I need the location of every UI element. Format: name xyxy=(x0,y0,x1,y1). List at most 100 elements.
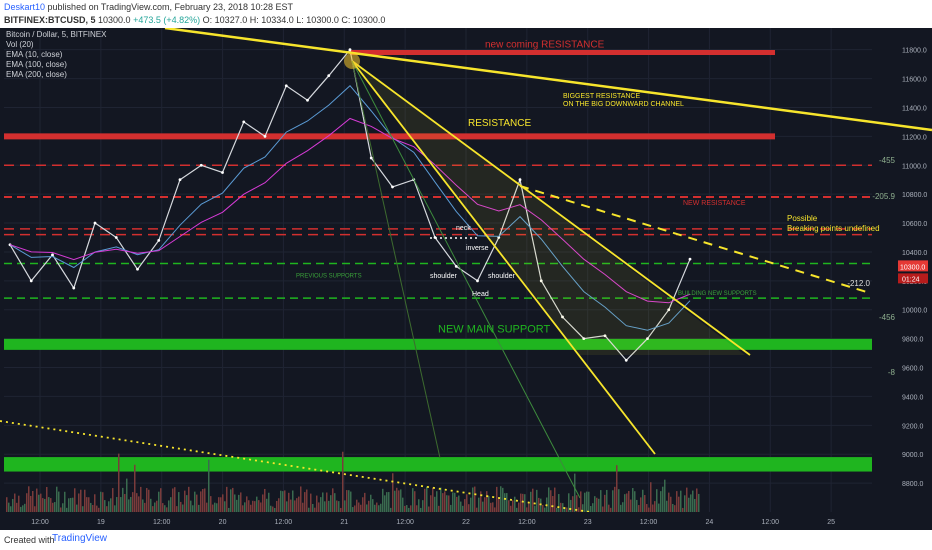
time-tick-label: 19 xyxy=(97,519,105,526)
volume-bar xyxy=(210,496,212,512)
price-point xyxy=(284,84,288,88)
time-tick-label: 12:00 xyxy=(275,519,293,526)
volume-bar xyxy=(12,498,14,512)
volume-bar xyxy=(644,495,646,512)
volume-bar xyxy=(354,505,356,512)
volume-bar xyxy=(84,489,86,512)
volume-bar xyxy=(32,490,34,512)
price-tick-label: 10000.0 xyxy=(902,308,927,315)
volume-bar xyxy=(252,500,254,512)
volume-bar xyxy=(510,505,512,512)
volume-bar xyxy=(192,505,194,512)
volume-bar xyxy=(418,499,420,512)
volume-bar xyxy=(596,497,598,512)
volume-bar xyxy=(8,502,10,512)
volume-bar xyxy=(202,488,204,512)
price-point xyxy=(348,48,352,52)
volume-bar xyxy=(384,495,386,512)
volume-bar xyxy=(520,493,522,512)
tradingview-logo[interactable]: TradingView xyxy=(52,533,108,544)
volume-bar xyxy=(244,502,246,512)
volume-bar xyxy=(658,503,660,512)
volume-bar xyxy=(278,498,280,512)
volume-bar xyxy=(48,497,50,512)
volume-bar xyxy=(514,496,516,512)
channel-upper-line xyxy=(351,60,751,356)
volume-bar xyxy=(320,497,322,512)
price-point xyxy=(688,257,692,261)
volume-bar xyxy=(306,489,308,512)
volume-bar xyxy=(374,504,376,512)
author-link[interactable]: Deskart10 xyxy=(4,2,46,12)
time-tick-label: 12:00 xyxy=(640,519,658,526)
volume-bar xyxy=(44,498,46,512)
level-label: BUILDING NEW SUPPORTS xyxy=(678,291,757,297)
volume-bar xyxy=(654,501,656,512)
volume-bar xyxy=(648,507,650,512)
volume-bar xyxy=(198,504,200,512)
price-chart[interactable]: new coming RESISTANCE RESISTANCE NEW RESIS… xyxy=(0,28,932,530)
price-tick-label: 10600.0 xyxy=(902,221,927,228)
volume-bar xyxy=(150,498,152,512)
price-point xyxy=(667,308,671,312)
volume-bar xyxy=(90,502,92,512)
volume-bar xyxy=(342,451,344,512)
volume-bar xyxy=(268,492,270,512)
price-tick-label: 9400.0 xyxy=(902,394,924,401)
current-price-tag xyxy=(898,260,928,272)
volume-bar xyxy=(614,486,616,512)
volume-bar xyxy=(410,505,412,512)
volume-bar xyxy=(356,499,358,512)
volume-bar xyxy=(180,501,182,512)
volume-bar xyxy=(326,492,328,512)
volume-bar xyxy=(54,502,56,512)
fib-label: -456 xyxy=(879,313,896,322)
volume-bar xyxy=(580,491,582,512)
price-point xyxy=(157,238,161,242)
volume-bar xyxy=(682,507,684,512)
time-tick-label: 23 xyxy=(584,519,592,526)
time-tick-label: 12:00 xyxy=(518,519,536,526)
volume-bar xyxy=(178,492,180,512)
price-point xyxy=(476,279,479,283)
price-tick-label: 10800.0 xyxy=(902,192,927,199)
volume-bar xyxy=(628,490,630,512)
price-point xyxy=(561,315,564,319)
price-point xyxy=(369,156,373,160)
volume-bar xyxy=(304,492,306,512)
volume-bar xyxy=(576,495,578,512)
volume-bar xyxy=(638,505,640,512)
volume-bar xyxy=(594,496,596,512)
annotation: ON THE BIG DOWNWARD CHANNEL xyxy=(563,101,684,108)
level-label: new coming RESISTANCE xyxy=(485,40,605,51)
price-point xyxy=(624,358,628,362)
current-price-label: 10300.0 xyxy=(900,264,925,271)
price-point xyxy=(72,286,76,290)
volume-bar xyxy=(402,497,404,512)
time-tick-label: 25 xyxy=(827,519,835,526)
volume-bar xyxy=(650,482,652,512)
volume-bar xyxy=(560,502,562,512)
annotation: Head xyxy=(472,291,489,298)
volume-bar xyxy=(22,505,24,512)
volume-bar xyxy=(92,504,94,512)
volume-bar xyxy=(264,488,266,512)
volume-bar xyxy=(442,493,444,512)
price-tick-label: 11200.0 xyxy=(902,134,927,141)
volume-bar xyxy=(366,504,368,512)
volume-bar xyxy=(316,495,318,512)
volume-bar xyxy=(634,491,636,512)
fib-label: -8 xyxy=(888,368,896,377)
volume-bar xyxy=(280,490,282,512)
volume-bar xyxy=(332,488,334,512)
volume-bar xyxy=(540,498,542,512)
publish-line: Deskart10 published on TradingView.com, … xyxy=(4,2,293,12)
volume-bar xyxy=(590,505,592,512)
volume-bar xyxy=(578,507,580,512)
volume-bar xyxy=(170,497,172,512)
price-point xyxy=(221,171,224,174)
volume-bar xyxy=(536,489,538,512)
volume-bar xyxy=(396,487,398,512)
volume-bar xyxy=(330,495,332,512)
volume-bar xyxy=(138,496,140,512)
